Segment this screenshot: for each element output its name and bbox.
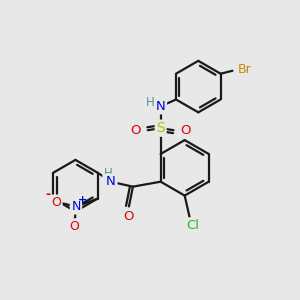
Text: N: N [156,100,166,113]
Text: Br: Br [238,63,251,76]
Text: H: H [146,96,155,109]
Text: -: - [46,188,51,201]
Text: H: H [104,167,112,180]
Text: +: + [78,194,88,205]
Text: N: N [71,200,81,213]
Text: N: N [106,175,116,188]
Text: O: O [51,196,61,209]
Text: O: O [180,124,191,137]
Text: S: S [156,121,165,135]
Text: O: O [69,220,79,233]
Text: O: O [124,210,134,223]
Text: O: O [130,124,141,137]
Text: Cl: Cl [186,219,199,232]
